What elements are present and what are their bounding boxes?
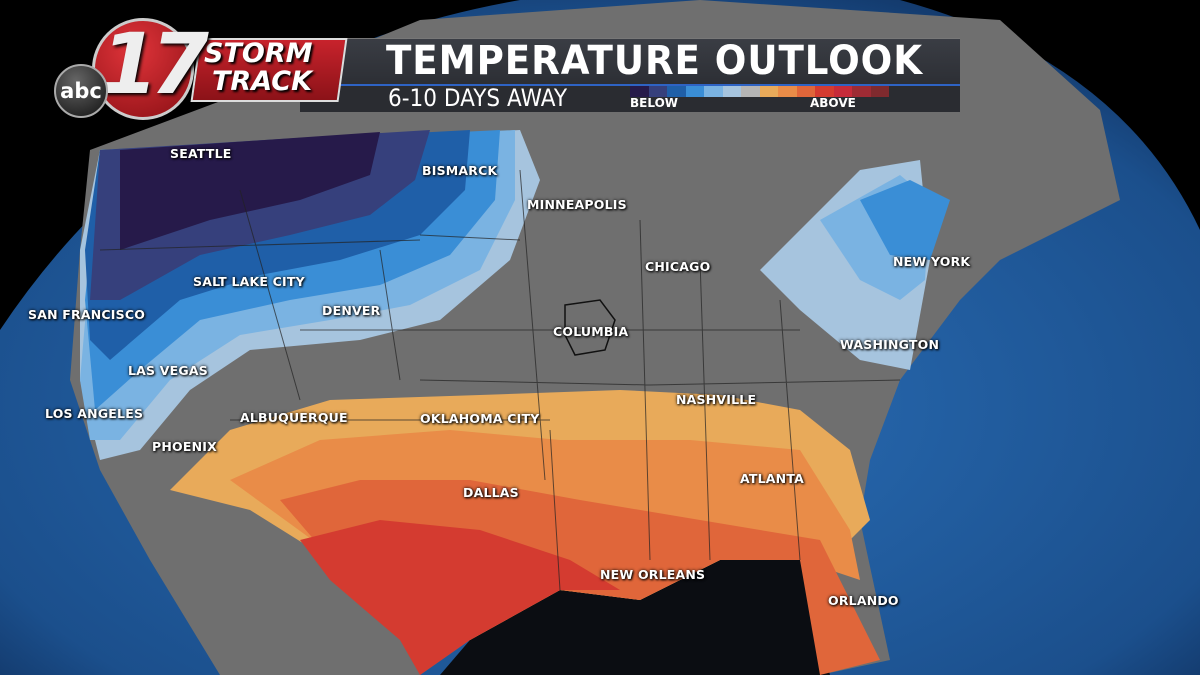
brand-line-1: STORM (204, 38, 313, 69)
city-label: SEATTLE (170, 146, 232, 161)
city-label: NEW YORK (893, 254, 971, 269)
legend-below-label: BELOW (630, 96, 678, 110)
columbia-county-outline (564, 299, 616, 356)
legend-swatch (704, 86, 723, 97)
city-label: SAN FRANCISCO (28, 307, 146, 322)
above-band-4 (300, 520, 620, 675)
legend-swatch (722, 86, 741, 97)
legend-swatch (667, 86, 686, 97)
city-label: LOS ANGELES (45, 406, 144, 421)
channel-logo-circle (92, 18, 194, 120)
legend-swatch (648, 86, 667, 97)
city-label: NEW ORLEANS (600, 567, 706, 582)
city-label: NASHVILLE (676, 392, 757, 407)
legend-swatch (870, 86, 889, 97)
city-label: ATLANTA (740, 471, 804, 486)
legend-swatch (759, 86, 778, 97)
city-label: LAS VEGAS (128, 363, 208, 378)
legend-swatch (852, 86, 871, 97)
city-label: DENVER (322, 303, 381, 318)
channel-number: 17 (100, 15, 209, 113)
city-label: COLUMBIA (553, 324, 629, 339)
storm-track-logo-text: STORM TRACK (204, 40, 312, 96)
city-label: PHOENIX (152, 439, 217, 454)
below-east-3 (860, 180, 950, 260)
brand-line-2: TRACK (212, 66, 313, 97)
subtitle: 6-10 DAYS AWAY (388, 84, 568, 112)
legend-swatch (741, 86, 760, 97)
legend-swatch (833, 86, 852, 97)
city-label: SALT LAKE CITY (193, 274, 305, 289)
legend-swatch (778, 86, 797, 97)
page-title: TEMPERATURE OUTLOOK (386, 38, 923, 84)
city-label: OKLAHOMA CITY (420, 411, 540, 426)
city-label: DALLAS (463, 485, 519, 500)
network-logo: abc (54, 64, 108, 118)
city-label: ORLANDO (828, 593, 899, 608)
gulf-of-mexico (440, 560, 830, 675)
city-label: WASHINGTON (840, 337, 940, 352)
legend-swatch (685, 86, 704, 97)
color-legend (630, 86, 889, 97)
city-label: CHICAGO (645, 259, 711, 274)
city-label: MINNEAPOLIS (527, 197, 627, 212)
state-borders (99, 169, 901, 591)
city-label: ALBUQUERQUE (240, 410, 348, 425)
city-label: BISMARCK (422, 163, 498, 178)
legend-swatch (630, 86, 649, 97)
legend-swatch (796, 86, 815, 97)
below-band-6 (120, 132, 380, 250)
legend-swatch (815, 86, 834, 97)
legend-above-label: ABOVE (810, 96, 856, 110)
